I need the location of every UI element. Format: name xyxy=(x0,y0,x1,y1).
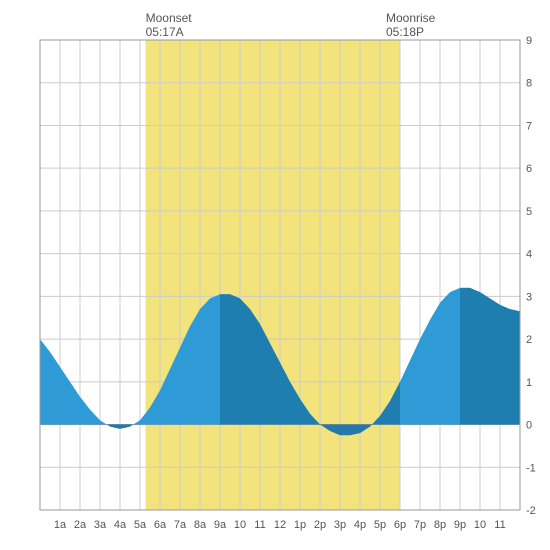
x-tick-label: 9a xyxy=(214,519,227,531)
y-tick-label: 1 xyxy=(526,377,532,389)
x-tick-label: 2p xyxy=(314,519,326,531)
y-tick-label: 9 xyxy=(526,35,532,47)
x-tick-label: 5p xyxy=(374,519,386,531)
y-tick-label: -1 xyxy=(526,462,536,474)
x-tick-label: 8a xyxy=(194,519,207,531)
y-tick-label: 6 xyxy=(526,163,532,175)
x-tick-label: 7p xyxy=(414,519,426,531)
x-tick-label: 9p xyxy=(454,519,466,531)
x-tick-label: 11 xyxy=(494,519,505,531)
x-tick-label: 11 xyxy=(254,519,265,531)
y-tick-label: 3 xyxy=(526,291,532,303)
y-tick-label: 0 xyxy=(526,420,532,432)
x-tick-label: 12 xyxy=(274,519,286,531)
x-tick-label: 7a xyxy=(174,519,187,531)
moonrise-time: 05:18P xyxy=(386,25,424,39)
y-tick-label: 7 xyxy=(526,120,532,132)
x-tick-label: 4a xyxy=(114,519,127,531)
x-tick-label: 2a xyxy=(74,519,87,531)
tide-chart: -2-101234567891a2a3a4a5a6a7a8a9a1011121p… xyxy=(10,10,540,540)
x-tick-label: 10 xyxy=(234,519,246,531)
moonrise-title: Moonrise xyxy=(386,11,436,25)
moonset-title: Moonset xyxy=(146,11,193,25)
x-tick-label: 4p xyxy=(354,519,366,531)
chart-svg: -2-101234567891a2a3a4a5a6a7a8a9a1011121p… xyxy=(10,10,540,540)
x-tick-label: 1p xyxy=(294,519,306,531)
x-tick-label: 6a xyxy=(154,519,167,531)
y-tick-label: 8 xyxy=(526,78,532,90)
moonset-time: 05:17A xyxy=(146,25,184,39)
x-tick-label: 3a xyxy=(94,519,107,531)
y-tick-label: 5 xyxy=(526,206,532,218)
x-tick-label: 10 xyxy=(474,519,486,531)
y-tick-label: 4 xyxy=(526,249,532,261)
x-tick-label: 5a xyxy=(134,519,147,531)
x-tick-label: 6p xyxy=(394,519,406,531)
y-tick-label: 2 xyxy=(526,334,532,346)
x-tick-label: 1a xyxy=(54,519,67,531)
y-tick-label: -2 xyxy=(526,505,536,517)
x-tick-label: 3p xyxy=(334,519,346,531)
x-tick-label: 8p xyxy=(434,519,446,531)
daylight-band xyxy=(146,40,400,510)
